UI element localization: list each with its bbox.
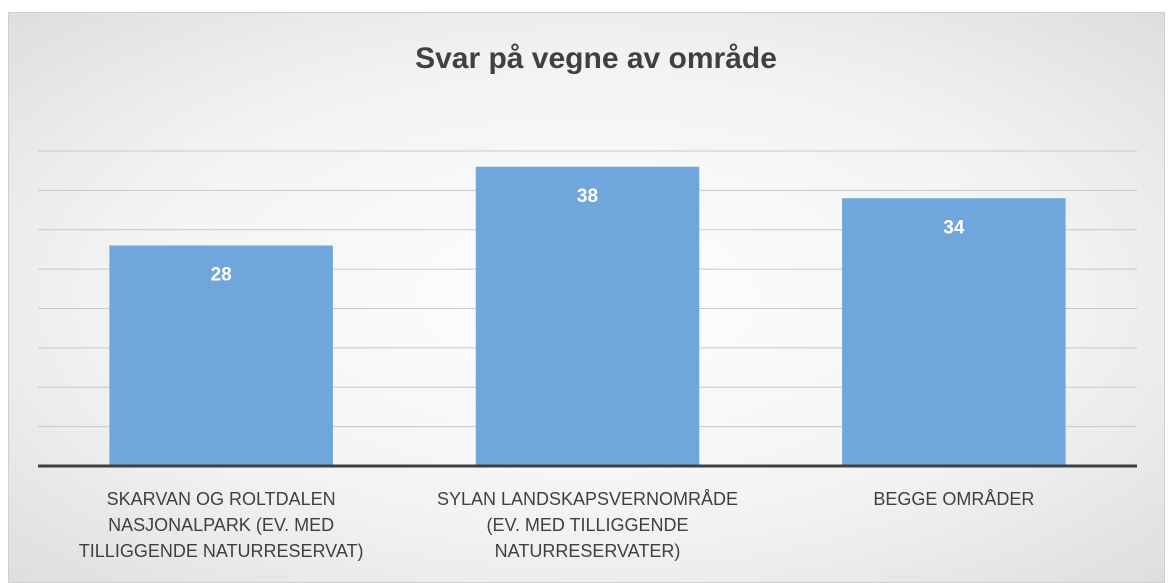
chart-title: Svar på vegne av område: [415, 42, 777, 75]
data-label: 28: [211, 265, 232, 286]
bar: [109, 245, 333, 466]
x-tick-label: SYLAN LANDSKAPSVERNOMRÅDE (EV. MED TILLI…: [436, 489, 739, 561]
data-label: 34: [943, 217, 965, 238]
x-tick-label: SKARVAN OG ROLTDALEN NASJONALPARK (EV. M…: [78, 489, 364, 561]
data-label: 38: [577, 186, 598, 207]
bar: [842, 198, 1066, 466]
x-tick-label: BEGGE OMRÅDER: [873, 489, 1035, 509]
bar: [475, 166, 700, 466]
